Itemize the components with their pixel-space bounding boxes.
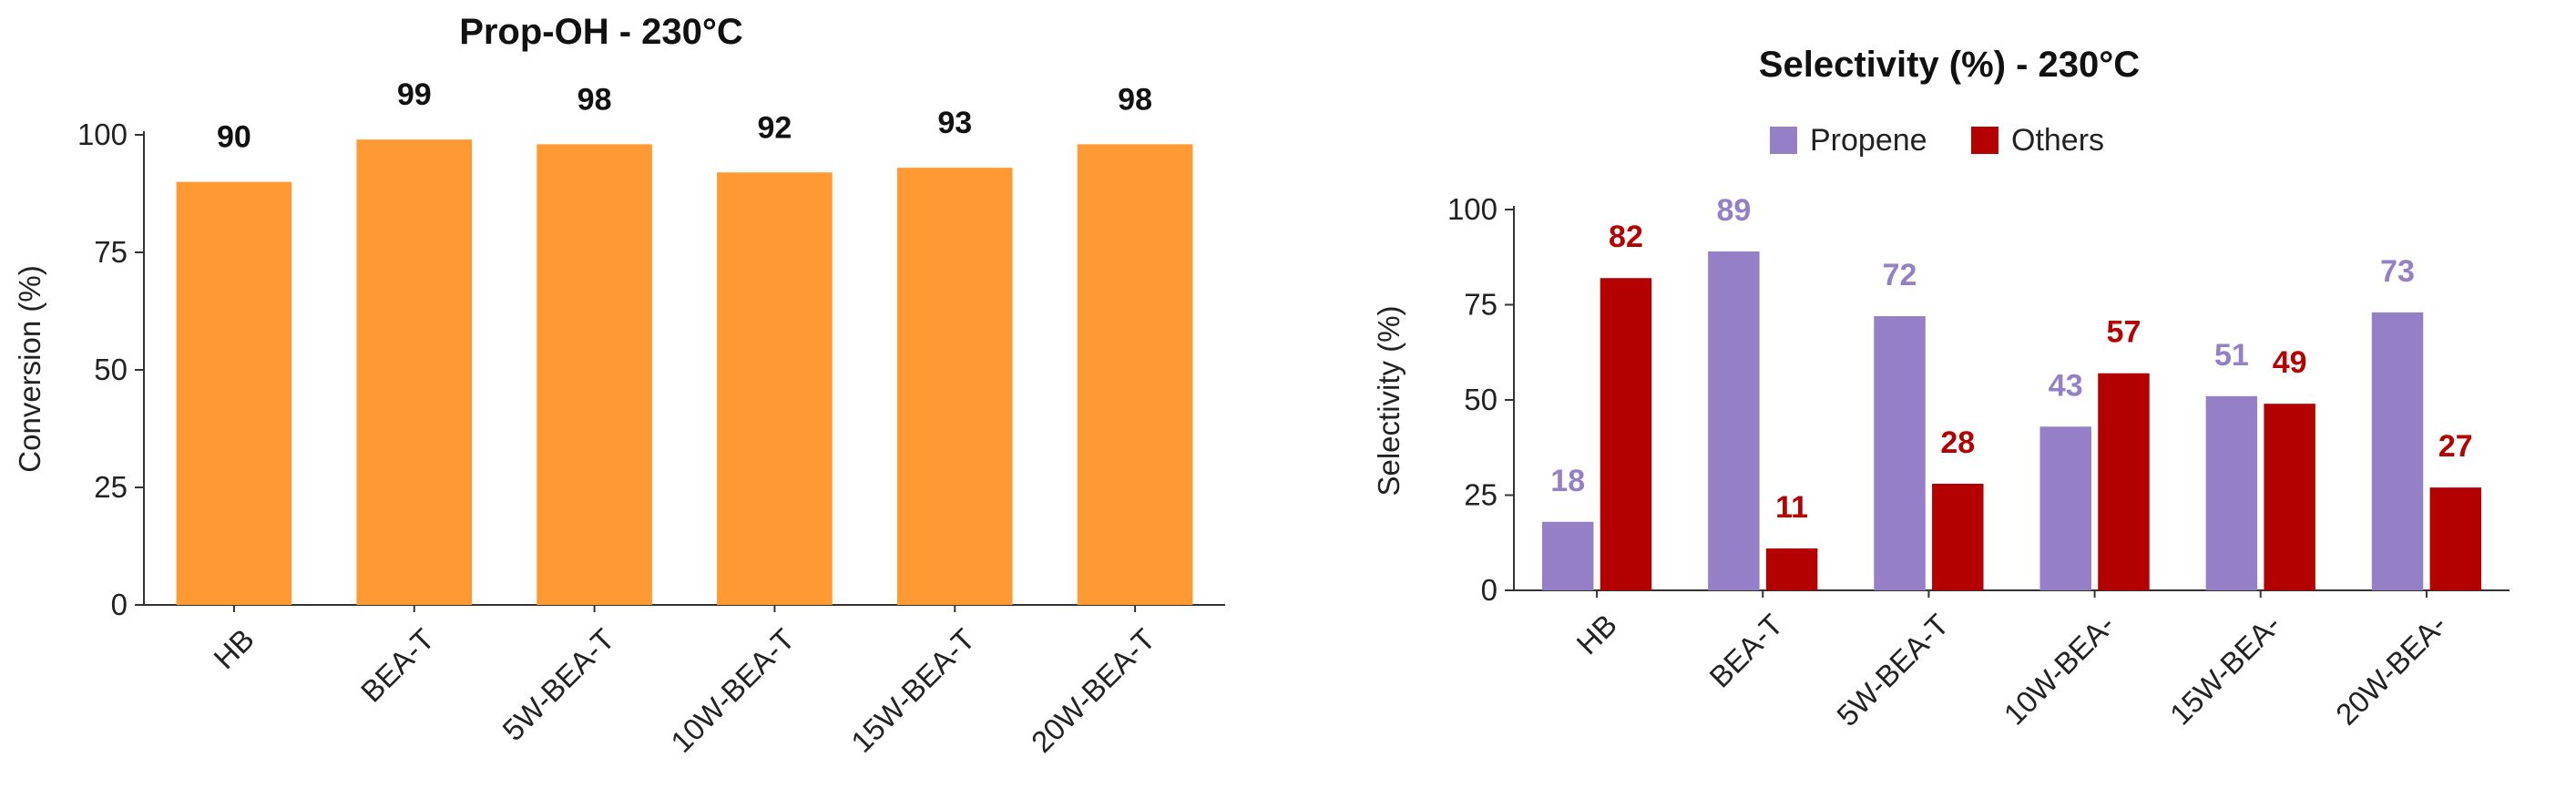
bar (356, 139, 473, 605)
bars (1541, 251, 2482, 590)
data-label-propene: 89 (1716, 193, 1751, 228)
bar-others (1600, 278, 1652, 590)
data-label-propene: 51 (2214, 338, 2249, 373)
bar (1077, 144, 1193, 605)
category-label: 15W-BEA-T (844, 622, 981, 759)
data-label-propene: 73 (2380, 254, 2415, 289)
legend-swatch-propene (1770, 127, 1797, 154)
bar-others (1932, 483, 1984, 590)
category-label: HB (1569, 608, 1623, 661)
bar-propene (2371, 312, 2424, 590)
chart-title: Selectivity (%) - 230°C (1759, 45, 2140, 85)
data-label-others: 82 (1609, 220, 1643, 254)
axes: 0 25 50 75 100 (1447, 192, 2510, 607)
y-tick-label: 50 (94, 353, 128, 386)
axes: 0 25 50 75 100 (77, 118, 1225, 621)
legend-label-others: Others (2011, 123, 2104, 158)
conversion-chart: Prop-OH - 230°C Conversion (%) 0 25 50 75 10… (13, 12, 1225, 759)
data-label-propene: 43 (2049, 368, 2083, 403)
data-label-others: 49 (2273, 345, 2307, 380)
legend-swatch-others (1971, 127, 1998, 154)
category-label: 15W-BEA- (2163, 608, 2287, 732)
category-label: BEA-T (1702, 608, 1789, 694)
y-tick-label: 100 (77, 118, 128, 151)
y-axis-label: Conversion (%) (13, 265, 46, 472)
data-label: 92 (758, 110, 792, 145)
y-tick-label: 0 (111, 588, 128, 621)
bar-propene (1541, 521, 1594, 590)
data-label: 90 (217, 120, 251, 155)
bar (176, 181, 292, 605)
data-labels: 18 89 72 43 51 73 82 11 28 57 49 27 (1550, 193, 2472, 525)
bar (537, 144, 652, 605)
bar (896, 168, 1013, 605)
bar-propene (1708, 251, 1760, 590)
y-axis-label: Selectivity (%) (1372, 305, 1406, 496)
chart-title: Prop-OH - 230°C (459, 12, 743, 52)
data-label-propene: 18 (1550, 464, 1585, 498)
y-tick-label: 50 (1464, 383, 1498, 416)
bar-others (1765, 548, 1818, 590)
category-labels: HB BEA-T 5W-BEA-T 10W-BEA-T 15W-BEA-T 20W-BEA… (207, 622, 1161, 759)
data-label-others: 28 (1940, 425, 1975, 460)
y-tick-label: 25 (1464, 478, 1498, 512)
y-tick-label: 75 (1464, 288, 1498, 322)
data-label: 93 (937, 106, 972, 140)
data-label: 98 (578, 82, 612, 117)
category-label: 20W-BEA-T (1025, 622, 1161, 759)
data-labels: 90 99 98 92 93 98 (217, 77, 1152, 154)
bar-propene (2205, 395, 2258, 590)
category-label: 5W-BEA-T (1830, 608, 1955, 732)
data-label: 98 (1118, 82, 1152, 117)
data-label-others: 57 (2107, 315, 2142, 350)
data-label-propene: 72 (1883, 258, 1917, 292)
bar-others (2429, 487, 2482, 590)
data-label-others: 27 (2438, 429, 2473, 464)
y-tick-label: 25 (94, 470, 128, 504)
category-label: 10W-BEA- (1998, 608, 2121, 732)
y-tick-label: 75 (94, 235, 128, 269)
y-tick-label: 100 (1447, 192, 1498, 226)
bar-propene (2039, 426, 2091, 590)
bar-propene (1874, 316, 1926, 590)
legend-label-propene: Propene (1810, 123, 1927, 158)
category-label: 5W-BEA-T (496, 622, 620, 747)
category-label: 10W-BEA-T (664, 622, 801, 759)
category-label: HB (207, 622, 261, 676)
selectivity-chart: Selectivity (%) - 230°C Propene Others Se… (1372, 45, 2510, 732)
bar-others (2098, 373, 2150, 590)
bars (176, 139, 1193, 605)
data-label: 99 (397, 77, 432, 112)
data-label-others: 11 (1775, 490, 1808, 525)
category-label: BEA-T (354, 622, 441, 709)
category-labels: HB BEA-T 5W-BEA-T 10W-BEA- 15W-BEA- 20W-BEA- (1569, 608, 2452, 732)
category-label: 20W-BEA- (2329, 608, 2453, 732)
bar-others (2264, 404, 2315, 590)
y-tick-label: 0 (1481, 573, 1498, 607)
legend: Propene Others (1770, 123, 2104, 158)
bar (717, 172, 833, 605)
